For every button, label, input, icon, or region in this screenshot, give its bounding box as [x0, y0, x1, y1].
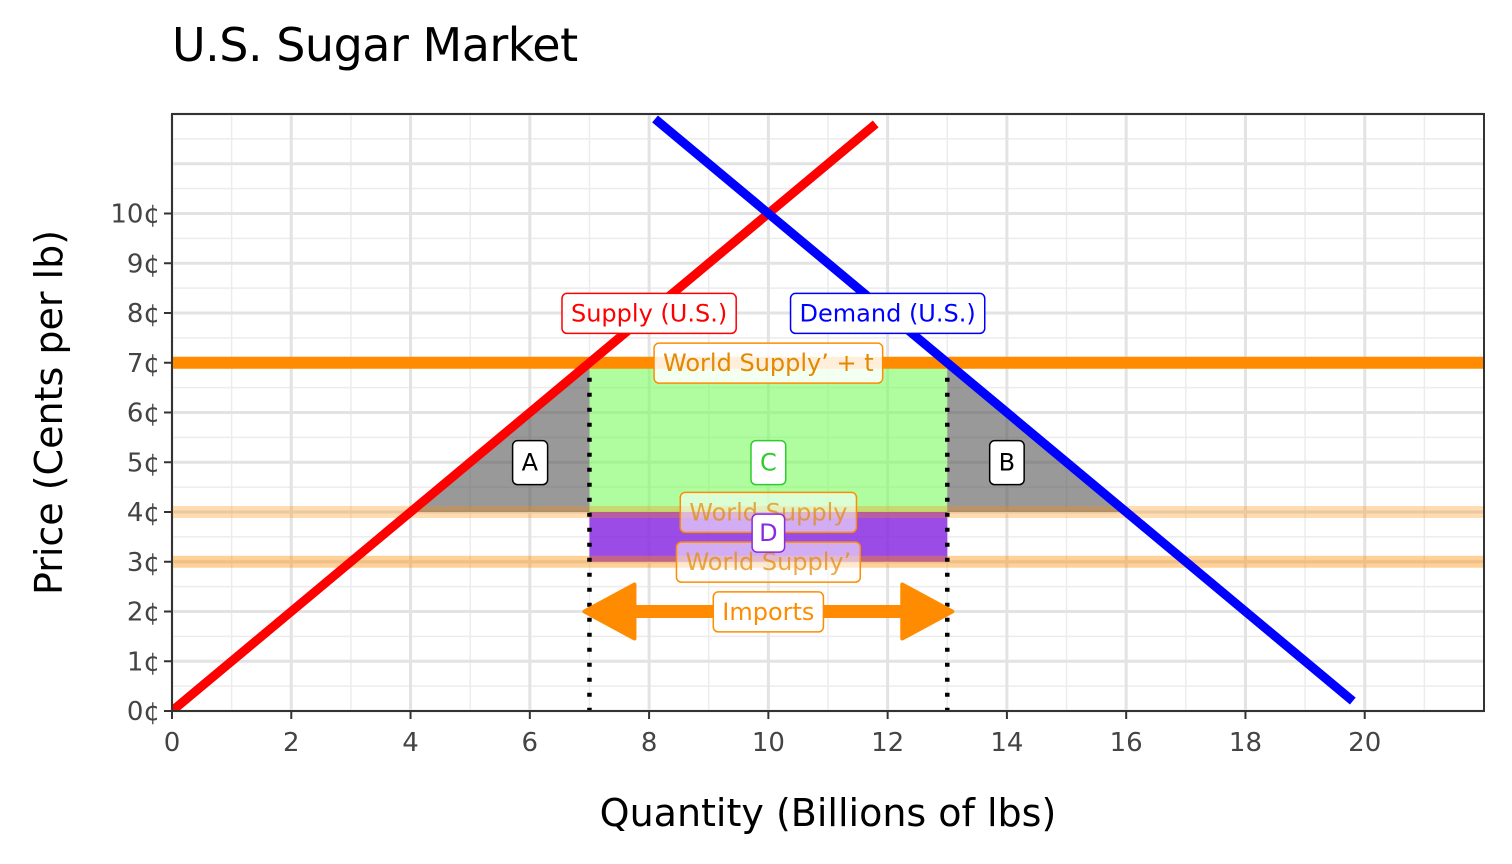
y-tick-label: 2¢ — [127, 598, 160, 628]
y-tick-label: 10¢ — [110, 200, 160, 230]
y-tick-label: 7¢ — [127, 349, 160, 379]
region-label-b-text: B — [999, 449, 1015, 477]
supply-label-box — [561, 292, 737, 335]
region-label-b: B — [988, 439, 1025, 486]
series-layer — [172, 115, 1356, 711]
x-tick-label: 0 — [164, 728, 181, 758]
hline-label-0-box — [653, 342, 884, 384]
y-tick-label: 9¢ — [127, 249, 160, 279]
hline-label-0-text: World Supply’ + t — [663, 349, 874, 377]
x-tick-label: 6 — [522, 728, 539, 758]
imports-label: Imports — [712, 591, 825, 633]
x-tick-label: 12 — [871, 728, 904, 758]
x-tick-label: 4 — [402, 728, 419, 758]
x-tick-label: 14 — [990, 728, 1023, 758]
y-tick-label: 5¢ — [127, 448, 160, 478]
x-tick-label: 8 — [641, 728, 658, 758]
y-tick-label: 0¢ — [127, 697, 160, 727]
y-tick-label: 6¢ — [127, 399, 160, 429]
x-axis-title: Quantity (Billions of lbs) — [600, 791, 1057, 835]
region-label-c: C — [750, 439, 787, 486]
x-tick-label: 16 — [1110, 728, 1143, 758]
supply-label: Supply (U.S.) — [561, 292, 737, 335]
imports-label-box — [712, 591, 825, 633]
region-label-c-box — [750, 439, 787, 486]
series-line-demand — [652, 115, 1356, 705]
region-label-d-box — [751, 513, 786, 553]
region-label-d-text: D — [759, 519, 777, 547]
y-tick-label: 3¢ — [127, 548, 160, 578]
label-layer: Supply (U.S.) Demand (U.S.) Imports World S… — [511, 292, 1025, 641]
region-label-c-text: C — [760, 449, 777, 477]
demand-label-text: Demand (U.S.) — [800, 299, 976, 327]
x-tick-label: 2 — [283, 728, 300, 758]
region-label-b-box — [988, 439, 1025, 486]
demand-label-box — [789, 292, 986, 335]
x-tick-label: 18 — [1229, 728, 1262, 758]
x-tick-label: 10 — [752, 728, 785, 758]
demand-label: Demand (U.S.) — [789, 292, 986, 335]
chart-title: U.S. Sugar Market — [172, 18, 578, 72]
y-tick-label: 4¢ — [127, 498, 160, 528]
axis-layer: 0 2 4 6 8 10 12 14 16 18 20 0¢ 1¢ 2¢ 3¢ 4¢ 5¢ 6¢ 7¢ 8¢ 9¢ 10¢… — [27, 113, 1485, 835]
y-axis-title: Price (Cents per lb) — [27, 230, 71, 595]
y-tick-label: 1¢ — [127, 647, 160, 677]
y-tick-label: 8¢ — [127, 299, 160, 329]
region-label-d: D — [751, 513, 786, 553]
series-line-supply — [172, 120, 879, 711]
imports-arrow-head-right — [900, 582, 955, 641]
region-label-a: A — [511, 439, 549, 486]
x-tick-label: 20 — [1348, 728, 1381, 758]
region-label-a-text: A — [522, 449, 539, 477]
hline-label-0: World Supply’ + t — [653, 342, 884, 384]
region-c — [589, 362, 948, 512]
imports-label-text: Imports — [722, 598, 814, 626]
supply-label-text: Supply (U.S.) — [571, 299, 727, 327]
region-label-a-box — [511, 439, 549, 486]
imports-arrow-head-left — [582, 582, 637, 641]
